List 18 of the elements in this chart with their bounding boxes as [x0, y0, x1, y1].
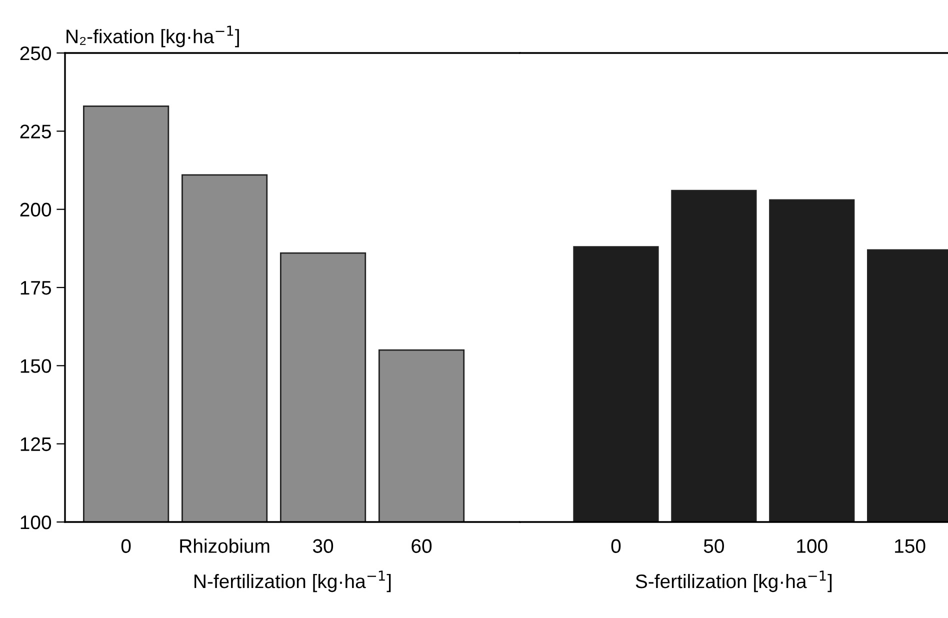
- y-axis-title: N₂-fixation [kg·ha$^{−1}$]: [66, 26, 239, 48]
- x-tick-label: Rhizobium: [180, 538, 270, 553]
- y-tick-label: 125: [20, 437, 51, 452]
- x-axis-title: S-fertilization [kg·ha$^{−1}$]: [636, 570, 832, 592]
- x-tick-label: 30: [312, 539, 334, 553]
- y-tick-label: 225: [20, 124, 51, 138]
- y-tick-label: 150: [20, 359, 52, 373]
- x-axis-title: N-fertilization [kg·ha$^{−1}$]: [194, 570, 391, 592]
- x-tick-label: 0: [121, 539, 131, 553]
- y-tick-label: 175: [20, 281, 51, 295]
- x-tick-label: 150: [895, 539, 926, 553]
- y-tick-label: 100: [20, 515, 52, 530]
- x-tick-label: 100: [797, 539, 828, 553]
- x-tick-label: 60: [412, 539, 432, 553]
- x-tick-label: 50: [704, 539, 724, 553]
- x-tick-label: 0: [611, 539, 621, 553]
- y-tick-label: 200: [20, 202, 52, 217]
- y-tick-label: 250: [20, 46, 52, 60]
